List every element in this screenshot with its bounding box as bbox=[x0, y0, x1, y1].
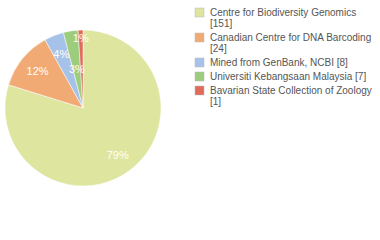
data-label: 4% bbox=[53, 48, 69, 60]
legend-label: Universiti Kebangsaan Malaysia [7] bbox=[210, 71, 366, 82]
legend-swatch bbox=[195, 86, 204, 95]
legend-label: Centre for Biodiversity Genomics[151] bbox=[210, 7, 356, 29]
legend-swatch bbox=[195, 8, 204, 17]
legend-label: Mined from GenBank, NCBI [8] bbox=[210, 57, 348, 68]
data-label: 12% bbox=[27, 65, 49, 77]
pie-slice bbox=[5, 30, 161, 186]
legend: Centre for Biodiversity Genomics[151] Can… bbox=[195, 7, 372, 107]
pie: 79% 12% 4%3% 1% bbox=[5, 30, 161, 186]
legend-swatch bbox=[195, 72, 204, 81]
data-label: 79% bbox=[107, 149, 129, 161]
legend-swatch bbox=[195, 33, 204, 42]
data-label: 1% bbox=[73, 32, 89, 44]
legend-label: Canadian Centre for DNA Barcoding[24] bbox=[210, 32, 371, 54]
legend-swatch bbox=[195, 58, 204, 67]
data-label: 3% bbox=[69, 63, 85, 75]
legend-label: Bavarian State Collection of Zoology[1] bbox=[210, 85, 372, 107]
chart: 79% 12% 4%3% 1% Centre for Biodiversity Geno… bbox=[0, 0, 380, 240]
